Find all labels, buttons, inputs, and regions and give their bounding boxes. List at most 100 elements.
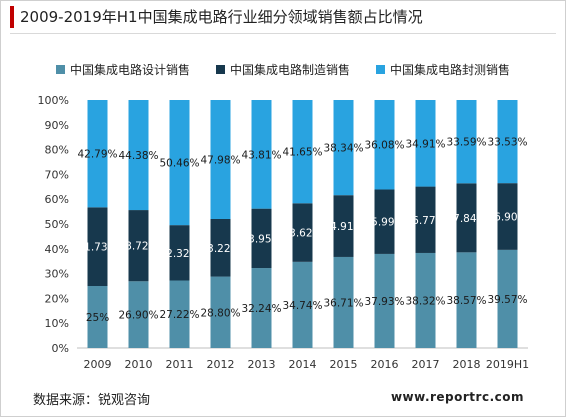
- y-tick-label: 0%: [52, 342, 69, 355]
- bar-segment: [251, 268, 272, 348]
- data-label: 26.90%: [118, 310, 158, 322]
- bar-segment: [169, 100, 190, 226]
- x-tick-label: 2013: [248, 358, 276, 371]
- title-accent-bar: [10, 6, 14, 28]
- bar-segment: [87, 286, 108, 348]
- data-label: 25.99%: [364, 217, 404, 229]
- bar-segment: [292, 203, 313, 262]
- data-label: 24.91%: [323, 221, 363, 233]
- data-label: 28.72%: [118, 241, 158, 253]
- data-label: 39.57%: [487, 294, 527, 306]
- bar-segment: [333, 100, 354, 196]
- data-label: 31.73%: [77, 242, 117, 254]
- data-label: 22.32%: [159, 248, 199, 260]
- bar-segment: [87, 207, 108, 286]
- data-label: 38.57%: [446, 295, 486, 307]
- x-tick-label: 2015: [330, 358, 358, 371]
- bar-segment: [415, 100, 436, 187]
- bar-segment: [251, 100, 272, 209]
- data-label: 34.91%: [405, 138, 445, 150]
- x-tick-label: 2017: [412, 358, 440, 371]
- bar-segment: [292, 100, 313, 204]
- data-source: 数据来源：锐观咨询: [33, 393, 151, 408]
- data-label: 26.77%: [405, 215, 445, 227]
- y-tick-label: 100%: [38, 94, 69, 107]
- y-tick-label: 20%: [45, 292, 69, 305]
- y-tick-label: 10%: [45, 317, 69, 330]
- x-tick-label: 2018: [453, 358, 481, 371]
- x-tick-label: 2012: [207, 358, 235, 371]
- x-tick-label: 2011: [166, 358, 194, 371]
- y-tick-label: 80%: [45, 144, 69, 157]
- data-label: 23.62%: [282, 228, 322, 240]
- legend-item-design: 中国集成电路设计销售: [55, 60, 190, 78]
- y-tick-label: 30%: [45, 268, 69, 281]
- data-label: 43.81%: [241, 149, 281, 161]
- data-label: 32.24%: [241, 303, 281, 315]
- legend-swatch-packaging: [376, 64, 385, 74]
- bar-segment: [128, 100, 149, 211]
- legend-swatch-design: [55, 64, 65, 74]
- data-label: 25%: [86, 312, 109, 324]
- data-label: 36.08%: [364, 140, 404, 152]
- data-label: 37.93%: [364, 296, 404, 308]
- data-label: 23.95%: [241, 233, 281, 245]
- data-label: 41.65%: [282, 147, 322, 159]
- bar-segment: [497, 183, 518, 250]
- y-tick-label: 90%: [45, 119, 69, 132]
- bar-segment: [210, 276, 231, 348]
- data-label: 33.59%: [446, 137, 486, 149]
- x-tick-label: 2016: [371, 358, 399, 371]
- y-tick-label: 40%: [45, 243, 69, 256]
- bar-segment: [169, 280, 190, 348]
- legend-item-packaging: 中国集成电路封测销售: [376, 60, 510, 78]
- legend-swatch-manufacture: [215, 64, 225, 74]
- legend: 中国集成电路设计销售 中国集成电路制造销售 中国集成电路封测销售: [0, 60, 566, 78]
- bar-segment: [251, 208, 272, 269]
- bar-segment: [497, 249, 518, 348]
- legend-item-manufacture: 中国集成电路制造销售: [215, 60, 350, 78]
- data-label: 27.84%: [446, 213, 486, 225]
- data-label: 34.74%: [282, 300, 322, 312]
- bar-segment: [497, 100, 518, 184]
- bar-segment: [374, 253, 395, 348]
- x-tick-label: 2014: [289, 358, 317, 371]
- data-label: 38.32%: [405, 295, 445, 307]
- bar-segment: [292, 261, 313, 348]
- legend-label-manufacture: 中国集成电路制造销售: [229, 62, 350, 77]
- x-tick-label: 2019H1: [486, 358, 529, 371]
- data-label: 44.38%: [118, 150, 158, 162]
- data-label: 28.80%: [200, 307, 240, 319]
- bar-segment: [333, 256, 354, 348]
- data-label: 50.46%: [159, 158, 199, 170]
- bar-segment: [456, 183, 477, 253]
- legend-label-packaging: 中国集成电路封测销售: [390, 62, 511, 77]
- data-label: 26.90%: [487, 212, 527, 224]
- data-label: 38.34%: [323, 143, 363, 155]
- bar-segment: [333, 195, 354, 257]
- bar-segment: [128, 281, 149, 348]
- data-label: 36.71%: [323, 297, 363, 309]
- bar-segment: [415, 252, 436, 348]
- data-label: 27.22%: [159, 309, 199, 321]
- bar-segment: [456, 252, 477, 348]
- legend-label-design: 中国集成电路设计销售: [69, 62, 190, 77]
- data-label: 42.79%: [77, 149, 117, 161]
- data-label: 33.53%: [487, 137, 527, 149]
- data-label: 23.22%: [200, 243, 240, 255]
- bar-segment: [128, 210, 149, 282]
- bar-segment: [210, 100, 231, 219]
- chart-title: 2009-2019年H1中国集成电路行业细分领域销售额占比情况: [20, 8, 423, 26]
- y-tick-label: 70%: [45, 168, 69, 181]
- bar-segment: [210, 218, 231, 277]
- bar-segment: [456, 100, 477, 184]
- website-url: www.reportrc.com: [390, 390, 524, 404]
- bar-segment: [415, 186, 436, 253]
- title-divider: [10, 33, 556, 34]
- bar-segment: [374, 100, 395, 190]
- data-label: 47.98%: [200, 154, 240, 166]
- x-tick-label: 2010: [125, 358, 153, 371]
- bar-segment: [87, 100, 108, 208]
- y-tick-label: 60%: [45, 193, 69, 206]
